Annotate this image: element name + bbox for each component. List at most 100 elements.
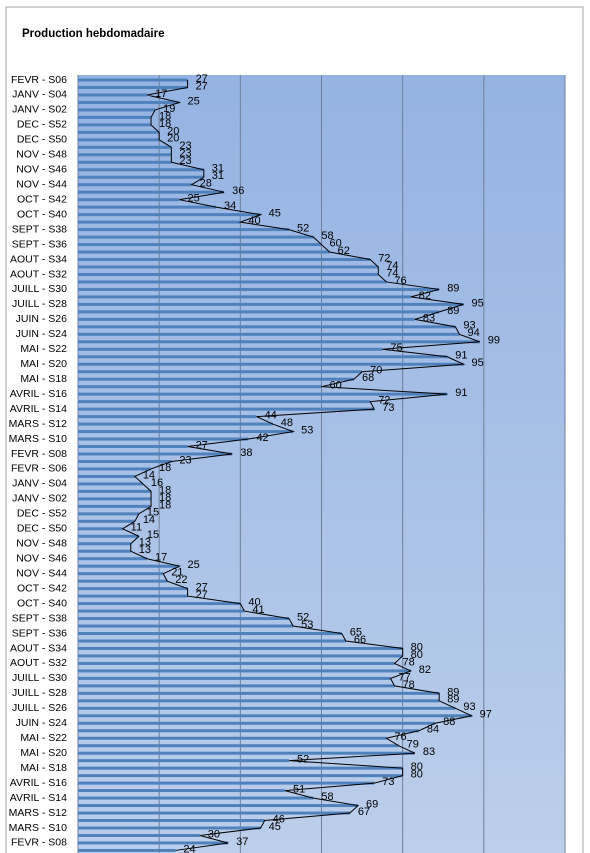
data-label: 97 [480, 709, 492, 721]
data-label: 19 [163, 103, 175, 115]
bar [78, 78, 188, 82]
data-label: 16 [151, 477, 163, 489]
y-tick-label: FEVR - S08 [11, 837, 67, 849]
data-label: 38 [240, 447, 252, 459]
data-label: 18 [159, 110, 171, 122]
data-label: 84 [427, 724, 439, 736]
bar [78, 527, 123, 531]
data-label: 23 [179, 155, 191, 167]
data-label: 89 [447, 305, 459, 317]
bar [78, 819, 265, 823]
data-label: 80 [411, 761, 423, 773]
bar [78, 564, 180, 568]
bar [78, 766, 403, 770]
data-label: 21 [171, 567, 183, 579]
data-label: 79 [407, 739, 419, 751]
bar [78, 669, 411, 673]
bar [78, 699, 440, 703]
bar [78, 430, 294, 434]
bar [78, 579, 168, 583]
data-label: 66 [354, 634, 366, 646]
data-label: 18 [159, 492, 171, 504]
bar [78, 632, 342, 636]
y-tick-label: SEPT - S36 [12, 238, 67, 250]
data-label: 80 [411, 769, 423, 781]
data-label: 68 [362, 372, 374, 384]
bar [78, 85, 188, 89]
y-tick-label: JANV - S02 [12, 104, 67, 116]
bar [78, 833, 200, 837]
data-label: 18 [159, 484, 171, 496]
y-tick-label: MAI - S20 [20, 358, 67, 370]
bar [78, 789, 285, 793]
bar [78, 115, 152, 119]
data-label: 65 [350, 626, 362, 638]
bar [78, 295, 411, 299]
bar [78, 661, 395, 665]
bar [78, 100, 180, 104]
y-tick-label: FEVR - S06 [11, 463, 67, 475]
data-label: 25 [187, 95, 199, 107]
bar [78, 235, 314, 239]
data-label: 27 [196, 80, 208, 92]
bar [78, 691, 440, 695]
bar [78, 437, 249, 441]
bar [78, 377, 354, 381]
data-label: 15 [147, 507, 159, 519]
y-tick-label: FEVR - S06 [11, 74, 67, 86]
bar [78, 130, 160, 134]
data-label: 25 [187, 559, 199, 571]
data-label: 40 [248, 597, 260, 609]
data-label: 37 [236, 836, 248, 848]
y-tick-label: MAI - S20 [20, 747, 67, 759]
data-label: 17 [155, 552, 167, 564]
data-label: 23 [179, 454, 191, 466]
bar [78, 370, 363, 374]
y-tick-label: JUILL - S30 [12, 672, 67, 684]
bar [78, 422, 273, 426]
bar [78, 774, 403, 778]
y-tick-label: NOV - S46 [16, 164, 67, 176]
bar [78, 459, 172, 463]
bar [78, 108, 156, 112]
trend-line [121, 80, 480, 851]
bar [78, 250, 330, 254]
bar [78, 504, 152, 508]
bar [78, 534, 139, 538]
y-tick-label: JANV - S04 [12, 89, 67, 101]
data-label: 80 [411, 649, 423, 661]
data-label: 93 [463, 320, 475, 332]
data-label: 76 [394, 731, 406, 743]
bar [78, 706, 456, 710]
bar [78, 198, 180, 202]
chart-title: Production hebdomadaire [22, 28, 165, 40]
y-tick-label: JANV - S02 [12, 493, 67, 505]
data-label: 13 [139, 544, 151, 556]
data-label: 42 [256, 432, 268, 444]
data-label: 18 [159, 499, 171, 511]
bar [78, 781, 375, 785]
data-label: 23 [179, 148, 191, 160]
bar [78, 624, 294, 628]
y-tick-label: MARS - S10 [9, 822, 68, 834]
y-tick-label: MAI - S22 [20, 343, 67, 355]
bar [78, 729, 419, 733]
bar [78, 467, 152, 471]
bar [78, 549, 131, 553]
data-label: 83 [423, 746, 435, 758]
bar [78, 265, 379, 269]
data-label: 27 [196, 582, 208, 594]
y-tick-label: SEPT - S38 [12, 612, 67, 624]
bar [78, 138, 160, 142]
bar [78, 474, 135, 478]
y-tick-label: OCT - S42 [17, 582, 67, 594]
y-tick-label: JUILL - S28 [12, 687, 67, 699]
data-label: 60 [330, 380, 342, 392]
y-tick-label: AOUT - S32 [10, 268, 67, 280]
bar [78, 796, 314, 800]
bar [78, 153, 172, 157]
y-tick-label: AVRIL - S16 [10, 388, 67, 400]
y-tick-label: JUIN - S24 [16, 717, 68, 729]
data-label: 89 [447, 282, 459, 294]
y-tick-label: OCT - S40 [17, 597, 67, 609]
